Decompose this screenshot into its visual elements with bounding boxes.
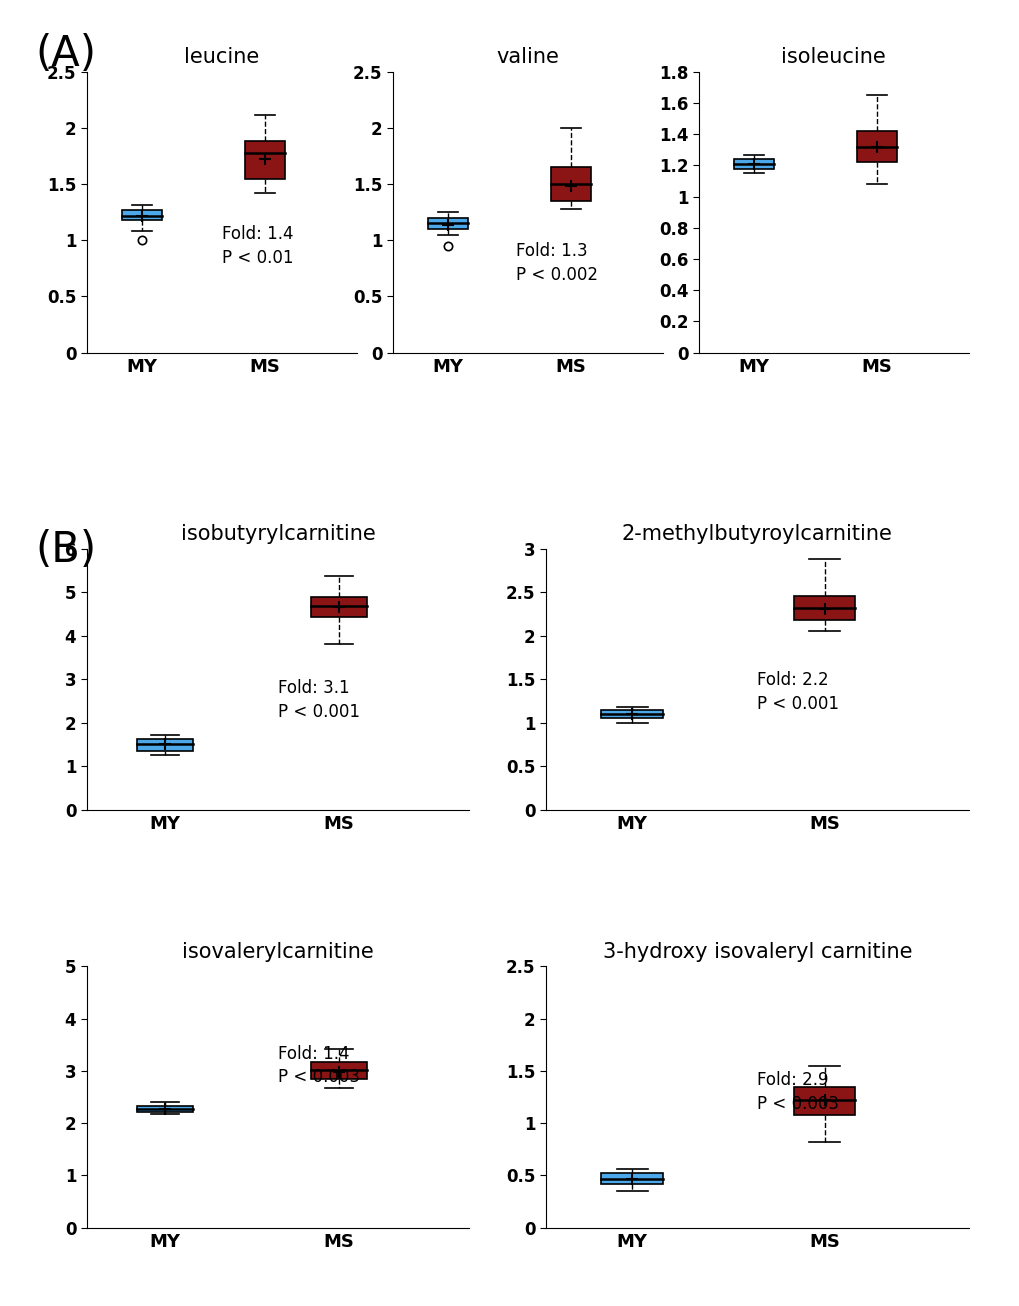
Text: Fold: 2.2
P < 0.001: Fold: 2.2 P < 0.001 xyxy=(756,671,839,713)
Title: 2-methylbutyroylcarnitine: 2-methylbutyroylcarnitine xyxy=(622,524,892,545)
Bar xyxy=(137,739,193,751)
Text: (A): (A) xyxy=(36,33,97,74)
Bar xyxy=(793,1087,855,1115)
Text: Fold: 1.3
P < 0.002: Fold: 1.3 P < 0.002 xyxy=(515,242,597,283)
Bar xyxy=(601,1173,662,1183)
Bar xyxy=(601,709,662,718)
Bar xyxy=(793,597,855,620)
Title: 3-hydroxy isovaleryl carnitine: 3-hydroxy isovaleryl carnitine xyxy=(602,942,911,963)
Bar xyxy=(856,131,896,162)
Text: Fold: 1.4
P < 0.003: Fold: 1.4 P < 0.003 xyxy=(277,1045,360,1087)
Text: Fold: 1.4
P < 0.01: Fold: 1.4 P < 0.01 xyxy=(222,225,293,266)
Bar xyxy=(734,159,772,168)
Title: isovalerylcarnitine: isovalerylcarnitine xyxy=(182,942,373,963)
Text: Fold: 2.9
P < 0.003: Fold: 2.9 P < 0.003 xyxy=(756,1071,839,1113)
Title: isobutyrylcarnitine: isobutyrylcarnitine xyxy=(180,524,375,545)
Bar xyxy=(428,218,467,229)
Bar xyxy=(311,1062,366,1079)
Bar xyxy=(245,141,284,179)
Text: Fold: 3.1
P < 0.001: Fold: 3.1 P < 0.001 xyxy=(277,679,360,721)
Bar xyxy=(311,597,366,618)
Title: leucine: leucine xyxy=(184,47,259,68)
Bar xyxy=(122,210,161,221)
Bar xyxy=(137,1106,193,1111)
Title: isoleucine: isoleucine xyxy=(781,47,886,68)
Title: valine: valine xyxy=(496,47,558,68)
Text: (B): (B) xyxy=(36,529,97,571)
Bar xyxy=(550,167,590,201)
